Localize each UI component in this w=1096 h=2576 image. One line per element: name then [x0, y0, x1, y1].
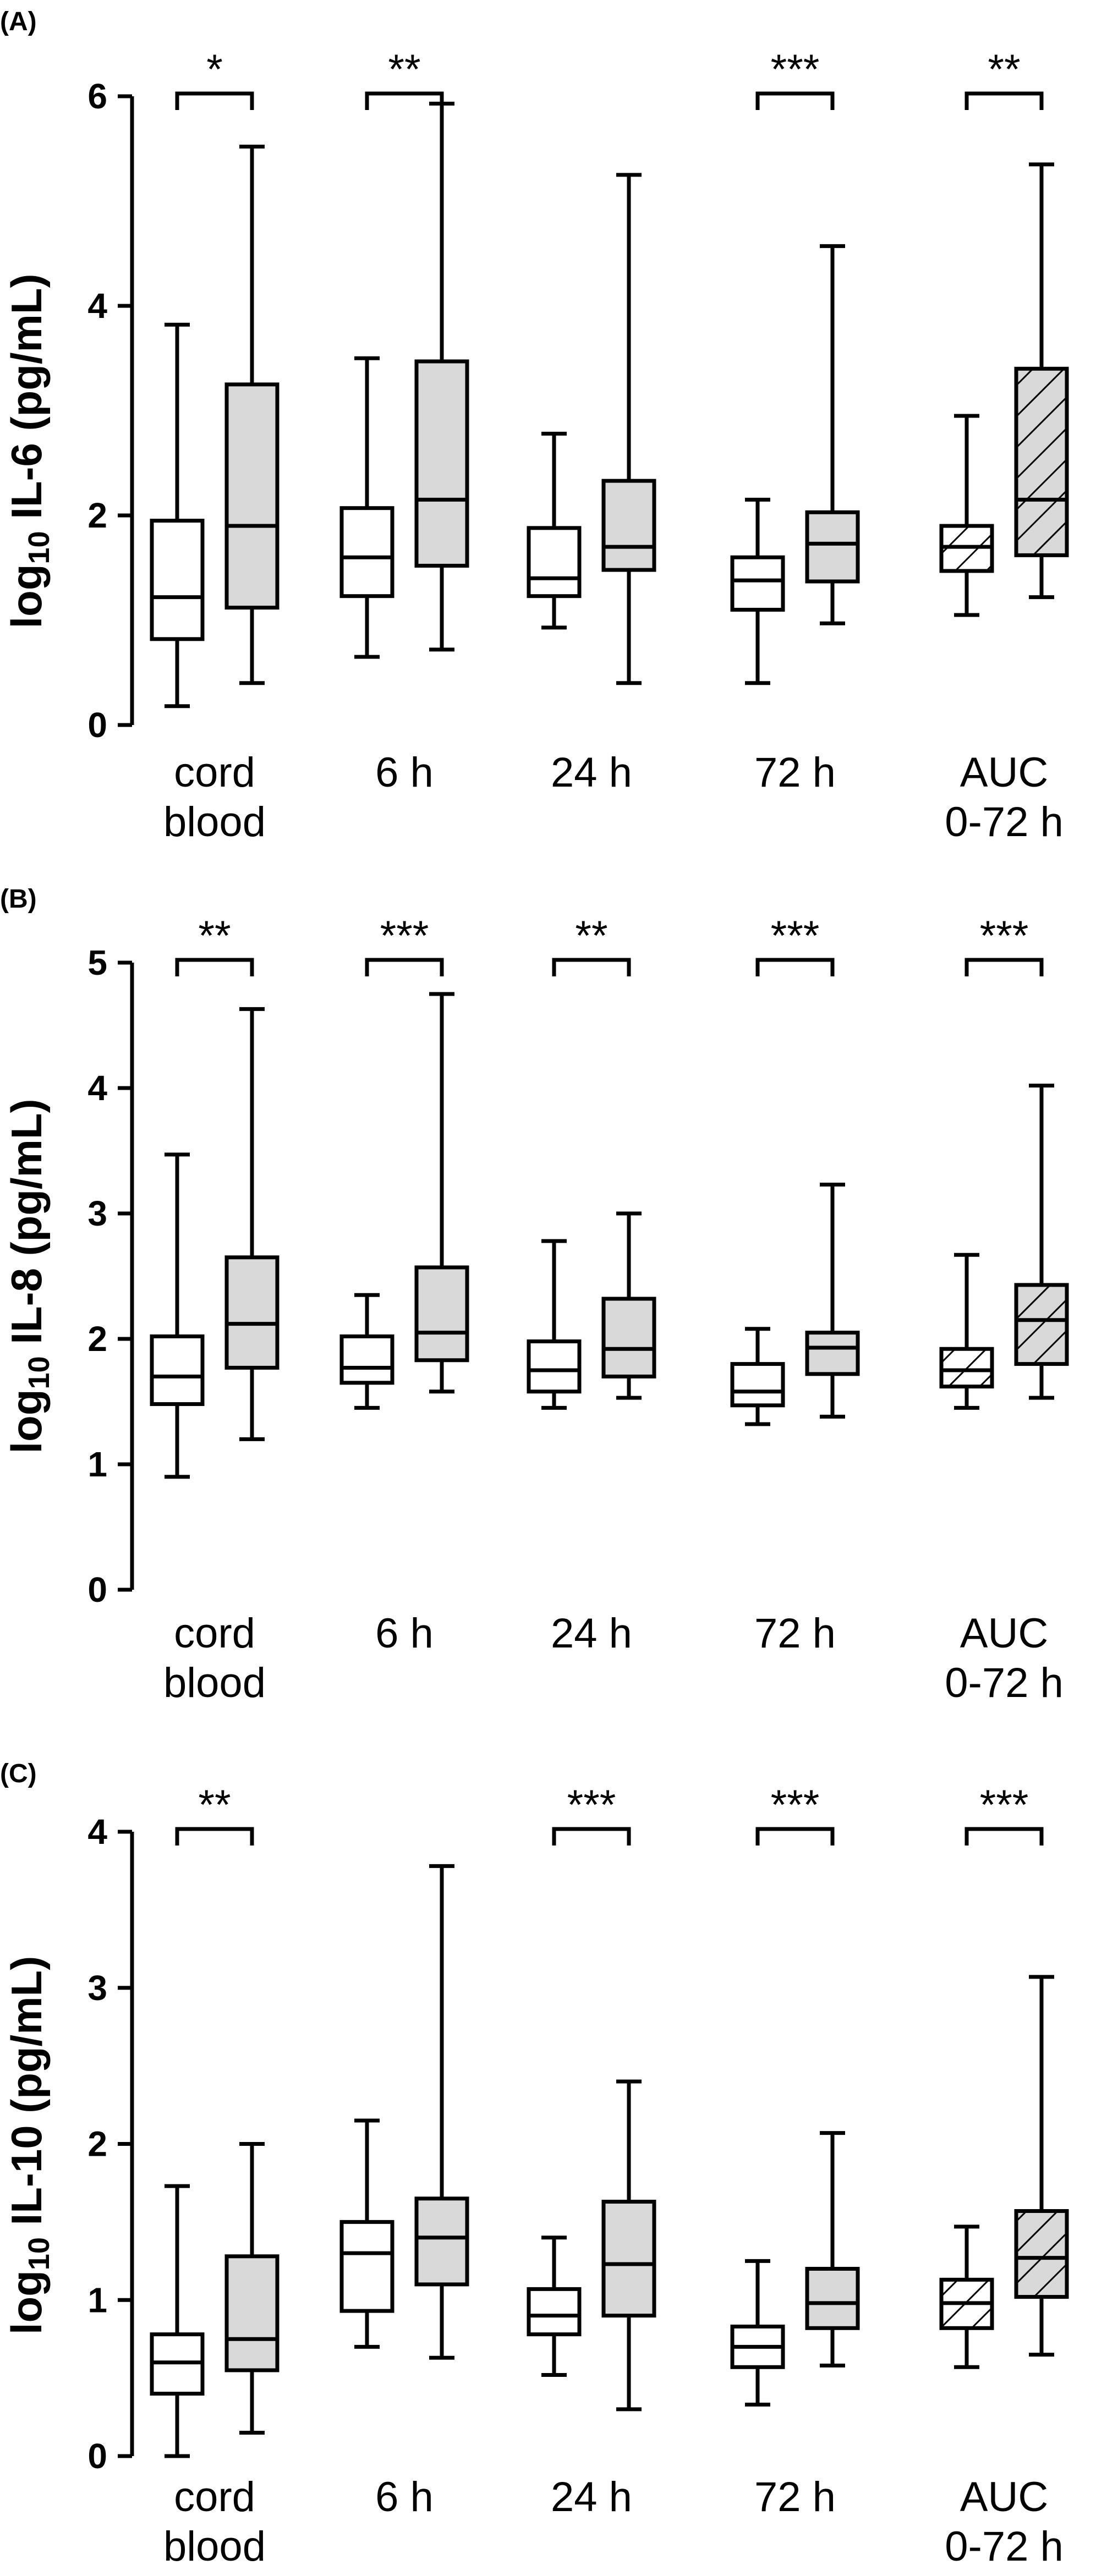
- y-tick-label: 4: [87, 1068, 107, 1108]
- significance-bracket: [175, 91, 254, 110]
- category-label: blood: [163, 2523, 266, 2570]
- y-tick-label: 2: [87, 1319, 107, 1359]
- category-label: cord: [174, 749, 255, 796]
- significance-bracket: [175, 1827, 254, 1846]
- significance-bracket: [965, 958, 1044, 976]
- category-label: 72 h: [754, 2474, 836, 2520]
- box-group-2: [224, 382, 280, 610]
- box-group-1: [150, 519, 205, 641]
- box-group-2: [414, 359, 469, 568]
- box-group-1: [339, 2220, 394, 2313]
- category-label: 0-72 h: [945, 799, 1064, 845]
- significance-label: ***: [771, 913, 820, 959]
- category-label: 24 h: [551, 2474, 632, 2520]
- box-group-2: [1014, 2209, 1069, 2299]
- panel-label: (C): [0, 1759, 37, 1788]
- significance-bracket: [552, 1827, 631, 1846]
- box-group-1: [150, 1334, 205, 1407]
- category-label: AUC: [960, 1610, 1048, 1657]
- box-group-1: [339, 1334, 394, 1385]
- significance-label: ***: [980, 913, 1029, 959]
- category-label: 24 h: [551, 1610, 632, 1657]
- y-tick-label: 2: [87, 496, 107, 535]
- category-label: 0-72 h: [945, 2523, 1064, 2570]
- category-label: 6 h: [375, 749, 434, 796]
- significance-label: ***: [771, 1782, 820, 1828]
- significance-bracket: [175, 958, 254, 976]
- y-tick-label: 3: [87, 1968, 107, 2008]
- significance-label: **: [988, 46, 1020, 93]
- significance-label: **: [198, 913, 231, 959]
- y-tick-label: 2: [87, 2124, 107, 2164]
- category-label: AUC: [960, 2474, 1048, 2520]
- box-group-1: [939, 1347, 994, 1389]
- box-group-2: [805, 2267, 860, 2330]
- box-group-2: [1014, 1283, 1069, 1366]
- significance-bracket: [965, 91, 1044, 110]
- category-label: 6 h: [375, 2474, 434, 2520]
- box-group-2: [805, 510, 860, 584]
- significance-bracket: [365, 958, 444, 976]
- y-tick-label: 1: [87, 2280, 107, 2320]
- y-tick-label: 4: [87, 286, 107, 326]
- box-group-2: [601, 2199, 656, 2318]
- category-label: blood: [163, 799, 266, 845]
- box-group-2: [601, 479, 656, 572]
- box-group-1: [339, 506, 394, 598]
- significance-bracket: [755, 1827, 835, 1846]
- y-axis-title: log10 IL-8 (pg/mL): [2, 1099, 56, 1454]
- category-label: blood: [163, 1660, 266, 1706]
- y-tick-label: 4: [87, 1812, 107, 1852]
- y-tick-label: 0: [87, 1570, 107, 1610]
- category-label: 0-72 h: [945, 1660, 1064, 1706]
- category-label: cord: [174, 2474, 255, 2520]
- box-group-2: [805, 1331, 860, 1376]
- y-tick-label: 0: [87, 2436, 107, 2476]
- significance-label: **: [198, 1782, 231, 1828]
- panel-label: (B): [0, 885, 37, 914]
- y-tick-label: 1: [87, 1444, 107, 1484]
- box-group-2: [601, 1297, 656, 1378]
- box-group-2: [414, 2196, 469, 2287]
- box-group-1: [527, 526, 582, 598]
- significance-bracket: [552, 958, 631, 976]
- significance-bracket: [755, 958, 835, 976]
- box-group-2: [414, 1265, 469, 1363]
- significance-label: ***: [380, 913, 429, 959]
- box-group-2: [1014, 366, 1069, 557]
- box-group-1: [527, 2287, 582, 2337]
- box-group-1: [730, 1362, 785, 1408]
- box-group-1: [730, 555, 785, 612]
- significance-label: ***: [771, 46, 820, 93]
- box-group-2: [224, 2254, 280, 2372]
- category-label: 6 h: [375, 1610, 434, 1657]
- category-label: 72 h: [754, 1610, 836, 1657]
- y-axis-title: log10 IL-10 (pg/mL): [2, 1956, 56, 2335]
- significance-label: **: [575, 913, 607, 959]
- category-label: cord: [174, 1610, 255, 1657]
- significance-bracket: [365, 91, 444, 110]
- significance-label: ***: [567, 1782, 616, 1828]
- y-tick-label: 0: [87, 705, 107, 745]
- significance-bracket: [965, 1827, 1044, 1846]
- box-group-1: [527, 1339, 582, 1394]
- category-label: 72 h: [754, 749, 836, 796]
- box-group-2: [224, 1255, 280, 1370]
- category-label: AUC: [960, 749, 1048, 796]
- significance-label: **: [388, 46, 420, 93]
- y-tick-label: 5: [87, 943, 107, 982]
- category-label: 24 h: [551, 749, 632, 796]
- y-tick-label: 3: [87, 1194, 107, 1233]
- y-tick-label: 6: [87, 76, 107, 116]
- y-axis-title: log10 IL-6 (pg/mL): [2, 274, 56, 629]
- significance-bracket: [755, 91, 835, 110]
- panel-label: (A): [0, 7, 37, 36]
- significance-label: ***: [980, 1782, 1029, 1828]
- significance-label: *: [206, 46, 223, 93]
